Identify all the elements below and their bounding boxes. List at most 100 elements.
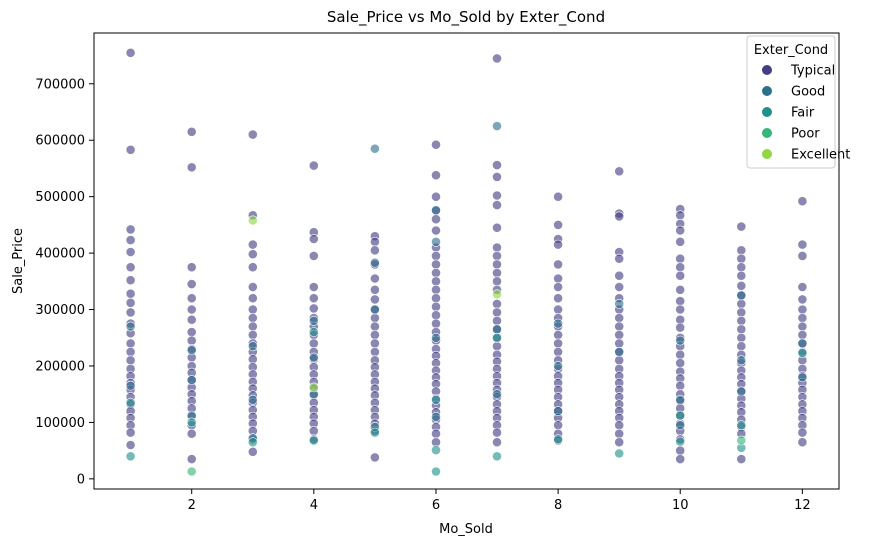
data-point-typical bbox=[186, 335, 197, 346]
data-point-typical bbox=[186, 262, 197, 273]
data-point-excellent bbox=[492, 289, 502, 300]
legend-label-poor: Poor bbox=[791, 127, 820, 142]
legend-items: Typical Good Fair Poor Excellent bbox=[762, 64, 850, 163]
data-point-typical bbox=[125, 224, 136, 235]
data-point-typical bbox=[186, 126, 197, 137]
data-point-typical bbox=[614, 253, 625, 264]
data-point-fair bbox=[675, 436, 686, 447]
data-point-typical bbox=[308, 282, 319, 292]
data-point-typical bbox=[492, 307, 502, 318]
data-point-fair bbox=[125, 451, 136, 462]
x-tick-label: 12 bbox=[794, 498, 811, 513]
x-tick-label: 8 bbox=[554, 498, 562, 513]
data-point-typical bbox=[614, 428, 625, 439]
data-point-fair bbox=[308, 327, 319, 337]
data-point-typical bbox=[553, 259, 563, 270]
data-point-typical bbox=[125, 262, 136, 273]
x-axis-label: Mo_Sold bbox=[439, 522, 493, 537]
data-point-typical bbox=[369, 245, 380, 256]
data-point-typical bbox=[614, 282, 625, 292]
data-point-typical bbox=[125, 355, 136, 366]
data-point-fair bbox=[797, 348, 808, 358]
data-point-typical bbox=[553, 329, 563, 340]
data-point-typical bbox=[186, 428, 197, 439]
data-point-typical bbox=[675, 236, 686, 247]
x-tick-label: 10 bbox=[672, 498, 689, 513]
data-point-fair bbox=[186, 417, 197, 428]
data-point-typical bbox=[186, 293, 197, 304]
data-point-typical bbox=[308, 160, 319, 171]
data-point-good bbox=[553, 406, 563, 416]
data-point-typical bbox=[125, 346, 136, 357]
data-point-typical bbox=[492, 190, 502, 201]
data-point-good bbox=[492, 389, 502, 400]
data-point-typical bbox=[614, 437, 625, 448]
data-point-typical bbox=[308, 293, 319, 304]
data-point-good bbox=[736, 290, 747, 301]
y-tick-label: 700000 bbox=[35, 77, 85, 92]
data-point-typical bbox=[247, 129, 258, 140]
data-point-typical bbox=[369, 329, 380, 340]
data-point-good bbox=[797, 338, 808, 349]
data-point-typical bbox=[247, 293, 258, 304]
data-point-typical bbox=[369, 321, 380, 332]
data-point-typical bbox=[369, 284, 380, 295]
data-point-good bbox=[553, 318, 563, 329]
data-point-good bbox=[614, 298, 625, 309]
data-point-typical bbox=[736, 332, 747, 343]
data-point-good bbox=[186, 345, 197, 356]
data-point-typical bbox=[431, 318, 441, 329]
data-point-typical bbox=[675, 296, 686, 306]
data-point-typical bbox=[125, 338, 136, 349]
data-point-typical bbox=[247, 329, 258, 340]
data-point-typical bbox=[431, 310, 441, 321]
data-point-typical bbox=[125, 144, 136, 155]
data-point-typical bbox=[736, 324, 747, 335]
data-point-typical bbox=[736, 307, 747, 318]
data-point-typical bbox=[247, 313, 258, 323]
data-point-good bbox=[431, 332, 441, 343]
data-point-typical bbox=[431, 250, 441, 261]
data-point-typical bbox=[675, 349, 686, 360]
y-tick-label: 100000 bbox=[35, 416, 85, 431]
data-point-good bbox=[431, 236, 441, 247]
data-point-typical bbox=[492, 437, 502, 448]
data-point-typical bbox=[369, 346, 380, 357]
data-point-typical bbox=[308, 425, 319, 436]
data-point-typical bbox=[431, 191, 441, 202]
data-point-typical bbox=[614, 166, 625, 177]
data-point-good bbox=[553, 361, 563, 371]
data-point-typical bbox=[125, 47, 136, 58]
data-point-typical bbox=[186, 327, 197, 337]
data-point-good bbox=[797, 372, 808, 383]
data-point-typical bbox=[186, 304, 197, 315]
data-point-good bbox=[186, 375, 197, 385]
data-point-typical bbox=[614, 321, 625, 332]
data-point-good bbox=[308, 315, 319, 326]
data-point-typical bbox=[492, 427, 502, 438]
data-point-fair bbox=[492, 332, 502, 343]
y-axis-ticks: 0 100000 200000 300000 400000 500000 600000 700… bbox=[35, 77, 94, 487]
y-tick-label: 500000 bbox=[35, 190, 85, 205]
data-point-typical bbox=[736, 253, 747, 264]
data-point-typical bbox=[431, 170, 441, 181]
data-point-typical bbox=[797, 329, 808, 340]
legend-label-fair: Fair bbox=[791, 106, 815, 121]
data-point-typical bbox=[492, 242, 502, 253]
data-point-typical bbox=[736, 280, 747, 291]
data-point-good bbox=[369, 257, 380, 268]
data-point-fair bbox=[369, 427, 380, 438]
data-point-good bbox=[431, 411, 441, 422]
data-point-typical bbox=[369, 313, 380, 323]
data-point-typical bbox=[797, 239, 808, 250]
data-point-good bbox=[614, 346, 625, 357]
data-point-typical bbox=[614, 420, 625, 431]
data-point-typical bbox=[369, 273, 380, 284]
data-point-typical bbox=[553, 420, 563, 431]
data-point-typical bbox=[675, 454, 686, 464]
data-point-typical bbox=[797, 282, 808, 292]
data-point-typical bbox=[431, 284, 441, 295]
data-point-typical bbox=[369, 452, 380, 463]
data-point-typical bbox=[492, 53, 502, 64]
data-point-good bbox=[492, 324, 502, 335]
